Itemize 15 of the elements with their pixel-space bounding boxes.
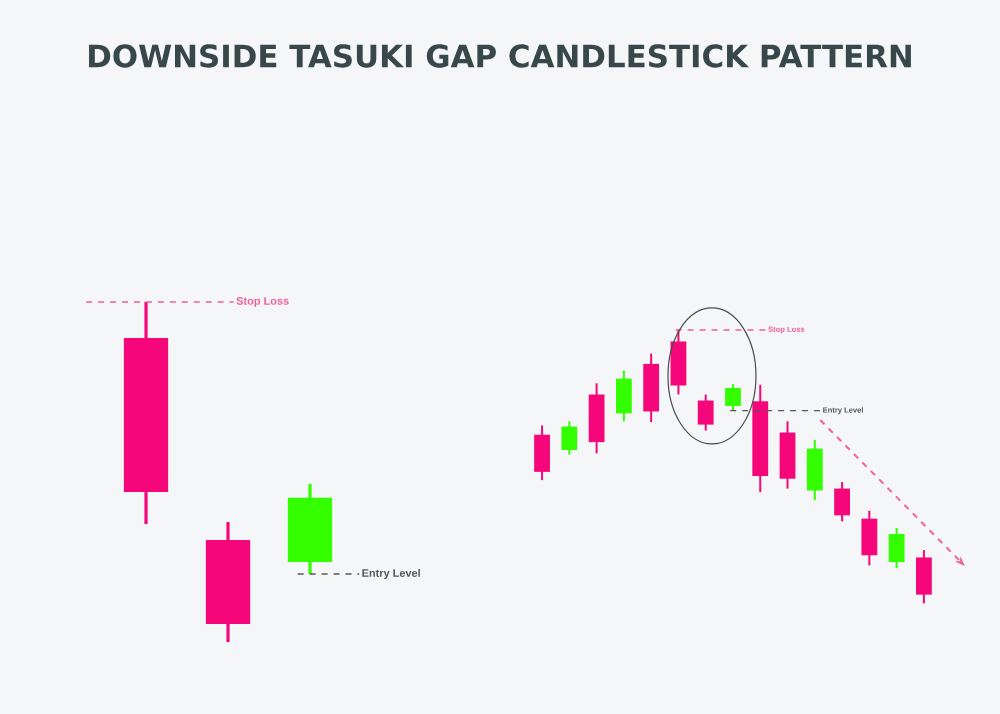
candlestick	[643, 352, 660, 424]
candlestick	[834, 481, 850, 523]
candlestick	[915, 549, 932, 605]
candlestick	[779, 420, 796, 490]
candlestick	[806, 438, 823, 502]
candlestick	[725, 383, 741, 412]
candlestick	[888, 526, 905, 570]
candlestick	[561, 420, 578, 456]
candlestick	[534, 424, 550, 482]
candlestick	[588, 382, 605, 455]
candlestick	[615, 369, 632, 423]
candlestick	[861, 509, 878, 567]
candlestick	[697, 393, 714, 432]
text: DOWNSIDE TASUKI GAP CANDLESTICK PATTERN	[89, 44, 911, 68]
candlestick	[670, 329, 687, 396]
